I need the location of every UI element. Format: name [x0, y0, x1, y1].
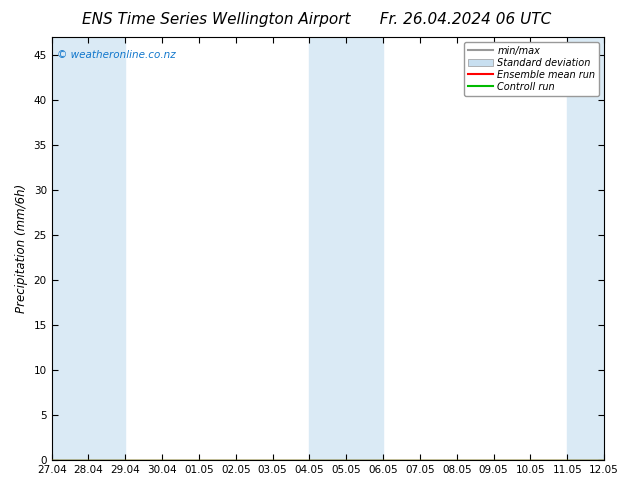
Bar — [567, 37, 604, 460]
Legend: min/max, Standard deviation, Ensemble mean run, Controll run: min/max, Standard deviation, Ensemble me… — [464, 42, 599, 96]
Bar — [51, 37, 89, 460]
Y-axis label: Precipitation (mm/6h): Precipitation (mm/6h) — [15, 184, 28, 313]
Bar — [309, 37, 346, 460]
Bar — [89, 37, 126, 460]
Text: ENS Time Series Wellington Airport      Fr. 26.04.2024 06 UTC: ENS Time Series Wellington Airport Fr. 2… — [82, 12, 552, 27]
Text: © weatheronline.co.nz: © weatheronline.co.nz — [57, 50, 176, 60]
Bar — [346, 37, 383, 460]
